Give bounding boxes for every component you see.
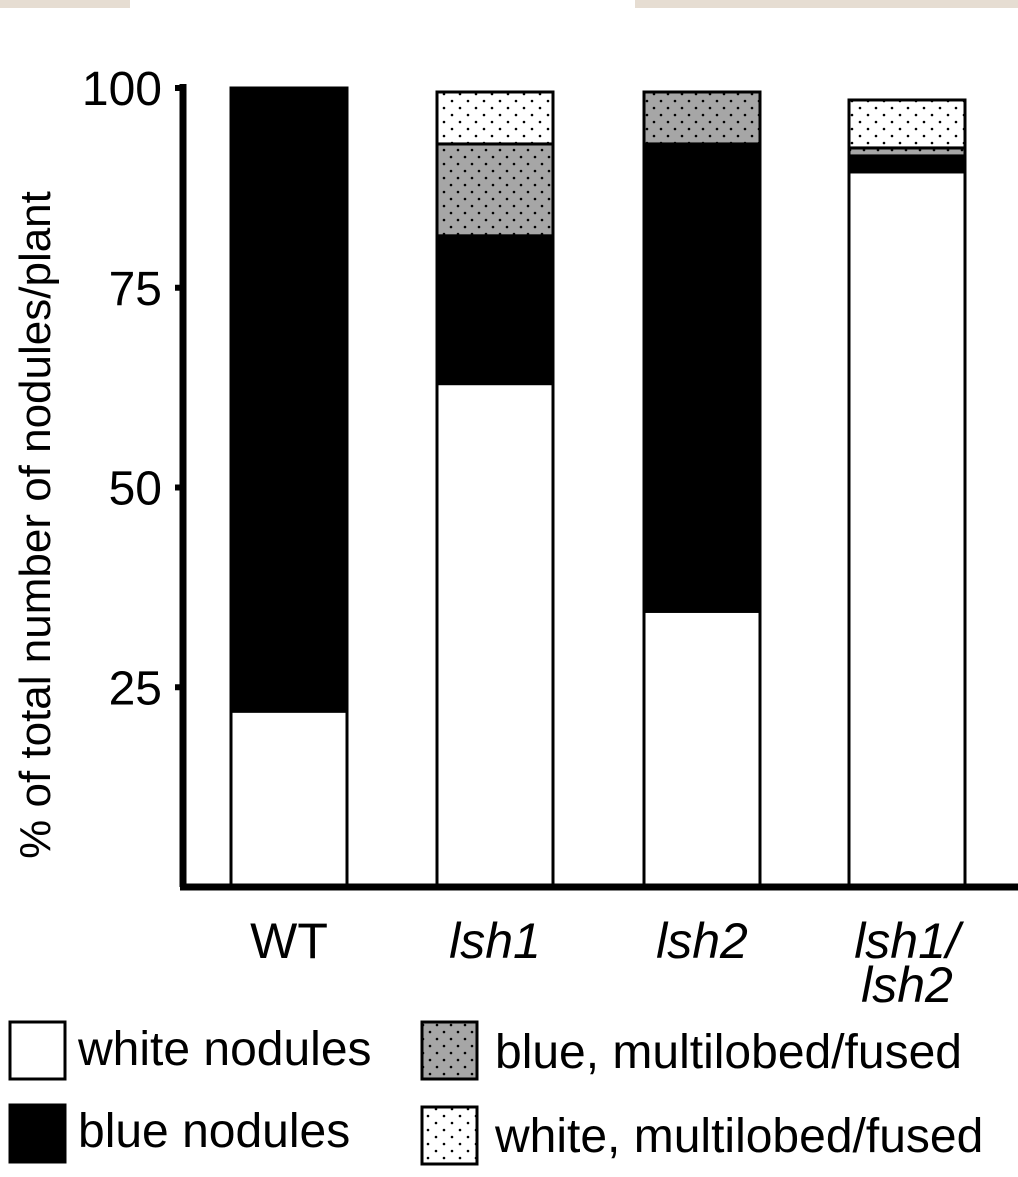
y-axis-ticks: 25 50 75 100 bbox=[82, 63, 186, 715]
legend-label: blue nodules bbox=[78, 1105, 350, 1158]
bar-segment bbox=[435, 382, 555, 889]
bar-segment bbox=[642, 90, 762, 146]
x-category-label: lsh1/ bbox=[854, 913, 965, 969]
bar-segment bbox=[847, 98, 967, 150]
x-category-label: WT bbox=[250, 913, 328, 969]
bar-segment bbox=[642, 142, 762, 613]
bar-segment bbox=[229, 709, 349, 889]
x-category-label: lsh2 bbox=[861, 957, 953, 1013]
y-tick-label: 50 bbox=[109, 463, 162, 516]
bar-segment bbox=[435, 90, 555, 146]
bars bbox=[229, 86, 967, 889]
photo-strip-left bbox=[0, 0, 130, 8]
legend-label: white nodules bbox=[77, 1023, 372, 1076]
x-axis-categories: WT lsh1 lsh2 lsh1/lsh2 bbox=[250, 913, 965, 1013]
legend: white nodules blue nodules blue, multilobe… bbox=[8, 1020, 983, 1166]
photo-strip-right bbox=[635, 0, 1018, 8]
bar-segment bbox=[642, 609, 762, 889]
bar-segment bbox=[435, 234, 555, 386]
y-tick-label: 75 bbox=[109, 263, 162, 316]
bar-segment bbox=[435, 142, 555, 238]
legend-swatch bbox=[8, 1020, 67, 1081]
y-tick-label: 25 bbox=[109, 662, 162, 715]
legend-label: blue, multilobed/fused bbox=[495, 1026, 962, 1079]
y-axis-title: % of total number of nodules/plant bbox=[11, 191, 60, 859]
x-category-label: lsh2 bbox=[656, 913, 748, 969]
y-tick-label: 100 bbox=[82, 63, 162, 116]
bar-segment bbox=[847, 154, 967, 174]
x-category-label: lsh1 bbox=[449, 913, 541, 969]
legend-label: white, multilobed/fused bbox=[494, 1110, 983, 1163]
legend-swatch bbox=[420, 1105, 479, 1166]
legend-swatch bbox=[8, 1103, 67, 1164]
bar-segment bbox=[229, 86, 349, 713]
legend-swatch bbox=[420, 1020, 479, 1081]
bar-segment bbox=[847, 170, 967, 889]
